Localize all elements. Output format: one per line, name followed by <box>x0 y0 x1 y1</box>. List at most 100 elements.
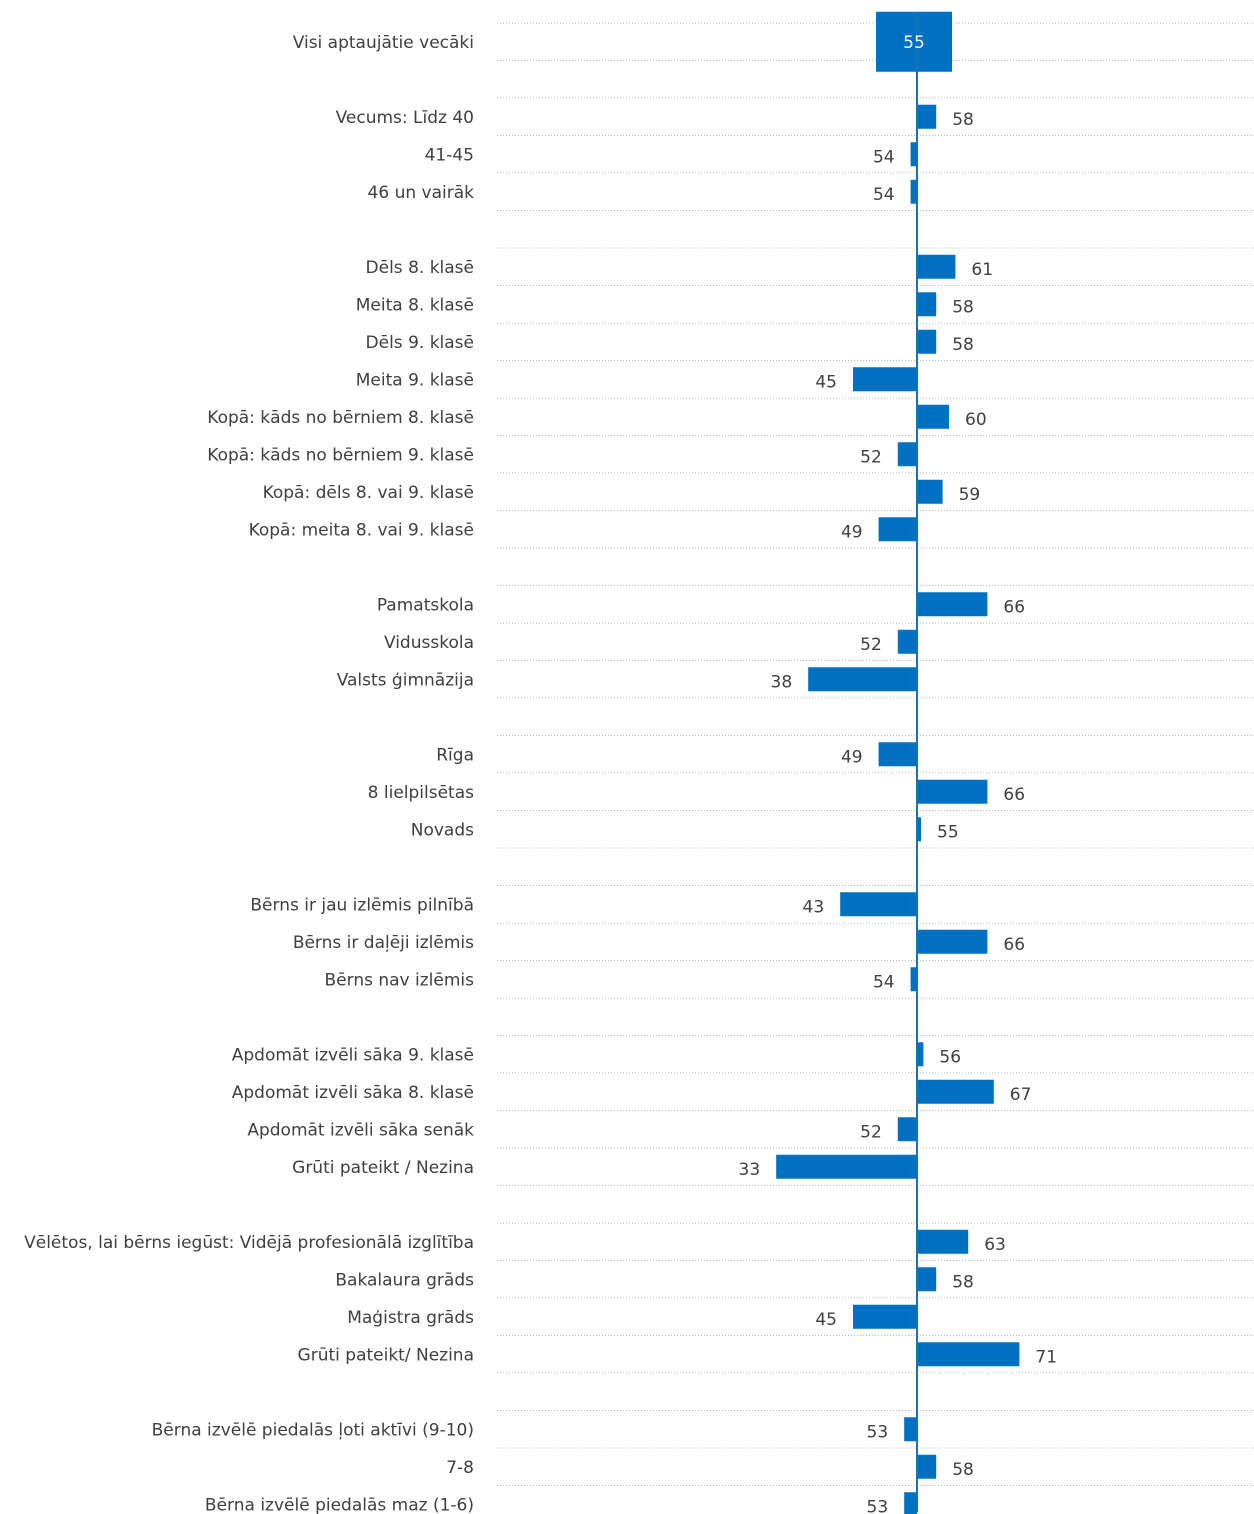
category-label-gruti-pateikt-nezina: Grūti pateikt / Nezina <box>292 1158 474 1178</box>
bar-berns-nav-izlemis <box>910 967 917 992</box>
category-label-vecums-lidz-40: Vecums: Līdz 40 <box>336 108 474 128</box>
bar-apdomat-izveli-saka-8-klase <box>917 1079 994 1104</box>
category-label-apdomat-izveli-saka-senak: Apdomāt izvēli sāka senāk <box>247 1120 474 1140</box>
category-label-magistra-grads: Maģistra grāds <box>347 1308 474 1328</box>
value-labels: 55 58 54 54 61 58 58 45 60 52 59 49 66 52 38 49 66 55 43 66… <box>739 33 1057 1514</box>
category-label-41-45: 41-45 <box>425 145 474 165</box>
category-label-meita-9-klase: Meita 9. klasē <box>356 370 474 390</box>
category-label-bakalaura-grads: Bakalaura grāds <box>335 1270 474 1290</box>
bar-valsts-gimnazija <box>808 667 917 692</box>
bar-visi-aptaujatie-vecaki <box>876 11 952 72</box>
category-label-visi-aptaujatie-vecaki: Visi aptaujātie vecāki <box>293 33 474 53</box>
bar-meita-9-klase <box>853 367 917 392</box>
value-label-41-45: 54 <box>873 147 895 167</box>
category-label-berns-ir-jau-izlemis-pilniba: Bērns ir jau izlēmis pilnībā <box>250 895 474 915</box>
category-label-dels-9-klase: Dēls 9. klasē <box>366 333 474 353</box>
value-label-apdomat-izveli-saka-8-klase: 67 <box>1010 1085 1032 1105</box>
value-label-gruti-pateikt-nezina: 33 <box>739 1160 761 1180</box>
category-label-8-lielpilsetas: 8 lielpilsētas <box>368 783 474 803</box>
category-labels: Visi aptaujātie vecāki Vecums: Līdz 40 41-… <box>24 33 474 1514</box>
category-label-kopa-meita-8-vai-9-klase: Kopā: meita 8. vai 9. klasē <box>249 520 474 540</box>
category-label-valsts-gimnazija: Valsts ģimnāzija <box>337 670 474 690</box>
value-label-gruti-pateikt-nezina: 71 <box>1035 1347 1057 1367</box>
bars <box>776 11 1020 1514</box>
category-label-berna-izvele-piedalas-loti-aktivi-9-10: Bērna izvēlē piedalās ļoti aktīvi (9-10) <box>152 1420 474 1440</box>
value-label-pamatskola: 66 <box>1003 597 1025 617</box>
bar-46-un-vairak <box>910 179 917 204</box>
bar-meita-8-klase <box>917 292 937 317</box>
category-label-kopa-dels-8-vai-9-klase: Kopā: dēls 8. vai 9. klasē <box>263 483 474 503</box>
value-label-berns-ir-daleji-izlemis: 66 <box>1003 935 1025 955</box>
grid-lines <box>497 22 1254 1486</box>
category-label-kopa-kads-no-berniem-9-klase: Kopā: kāds no bērniem 9. klasē <box>207 445 474 465</box>
value-label-riga: 49 <box>841 747 863 767</box>
value-label-berns-nav-izlemis: 54 <box>873 972 895 992</box>
value-label-kopa-meita-8-vai-9-klase: 49 <box>841 522 863 542</box>
category-label-dels-8-klase: Dēls 8. klasē <box>366 258 474 278</box>
bar-riga <box>878 742 917 767</box>
value-label-apdomat-izveli-saka-senak: 52 <box>860 1122 882 1142</box>
bar-gruti-pateikt-nezina <box>776 1154 917 1179</box>
bar-gruti-pateikt-nezina <box>917 1342 1020 1367</box>
category-label-meita-8-klase: Meita 8. klasē <box>356 295 474 315</box>
bar-kopa-meita-8-vai-9-klase <box>878 517 917 542</box>
value-label-kopa-kads-no-berniem-8-klase: 60 <box>965 410 987 430</box>
value-label-valsts-gimnazija: 38 <box>771 672 793 692</box>
value-label-46-un-vairak: 54 <box>873 185 895 205</box>
value-label-berna-izvele-piedalas-loti-aktivi-9-10: 53 <box>867 1422 889 1442</box>
bar-kopa-kads-no-berniem-9-klase <box>897 442 917 467</box>
category-label-kopa-kads-no-berniem-8-klase: Kopā: kāds no bērniem 8. klasē <box>207 408 474 428</box>
bar-novads <box>917 817 921 842</box>
bar-apdomat-izveli-saka-9-klase <box>917 1042 924 1067</box>
bar-7-8 <box>917 1454 937 1479</box>
value-label-meita-9-klase: 45 <box>815 372 837 392</box>
bar-magistra-grads <box>853 1304 917 1329</box>
category-label-riga: Rīga <box>436 745 474 765</box>
category-label-apdomat-izveli-saka-8-klase: Apdomāt izvēli sāka 8. klasē <box>232 1083 474 1103</box>
bar-berna-izvele-piedalas-maz-1-6 <box>904 1492 917 1514</box>
value-label-dels-8-klase: 61 <box>971 260 993 280</box>
bar-dels-8-klase <box>917 254 956 279</box>
value-label-kopa-dels-8-vai-9-klase: 59 <box>959 485 981 505</box>
bar-8-lielpilsetas <box>917 779 988 804</box>
value-label-dels-9-klase: 58 <box>952 335 974 355</box>
bar-apdomat-izveli-saka-senak <box>897 1117 917 1142</box>
value-label-berna-izvele-piedalas-maz-1-6: 53 <box>867 1497 889 1514</box>
value-label-veletos-lai-berns-iegust-videja-profesionala-izglitiba: 63 <box>984 1235 1006 1255</box>
value-label-berns-ir-jau-izlemis-pilniba: 43 <box>803 897 825 917</box>
category-label-berna-izvele-piedalas-maz-1-6: Bērna izvēlē piedalās maz (1-6) <box>205 1495 474 1514</box>
value-label-bakalaura-grads: 58 <box>952 1272 974 1292</box>
bar-bakalaura-grads <box>917 1267 937 1292</box>
category-label-berns-ir-daleji-izlemis: Bērns ir daļēji izlēmis <box>293 933 474 953</box>
bar-pamatskola <box>917 592 988 617</box>
value-label-magistra-grads: 45 <box>815 1310 837 1330</box>
value-label-novads: 55 <box>937 822 959 842</box>
bar-kopa-kads-no-berniem-8-klase <box>917 404 949 429</box>
bar-berna-izvele-piedalas-loti-aktivi-9-10 <box>904 1417 917 1442</box>
bar-vidusskola <box>897 629 917 654</box>
bar-vecums-lidz-40 <box>917 104 937 129</box>
value-label-7-8: 58 <box>952 1460 974 1480</box>
value-label-visi-aptaujatie-vecaki: 55 <box>903 33 925 53</box>
category-label-veletos-lai-berns-iegust-videja-profesionala-izglitiba: Vēlētos, lai bērns iegūst: Vidējā profes… <box>24 1233 474 1253</box>
bar-berns-ir-jau-izlemis-pilniba <box>840 892 917 917</box>
value-label-meita-8-klase: 58 <box>952 297 974 317</box>
category-label-novads: Novads <box>411 820 474 840</box>
value-label-vecums-lidz-40: 58 <box>952 110 974 130</box>
bar-kopa-dels-8-vai-9-klase <box>917 479 943 504</box>
category-label-gruti-pateikt-nezina: Grūti pateikt/ Nezina <box>298 1345 474 1365</box>
bar-41-45 <box>910 142 917 167</box>
value-label-kopa-kads-no-berniem-9-klase: 52 <box>860 447 882 467</box>
category-label-berns-nav-izlemis: Bērns nav izlēmis <box>325 970 475 990</box>
bar-berns-ir-daleji-izlemis <box>917 929 988 954</box>
category-label-vidusskola: Vidusskola <box>384 633 474 653</box>
value-label-apdomat-izveli-saka-9-klase: 56 <box>939 1047 961 1067</box>
bar-veletos-lai-berns-iegust-videja-profesionala-izglitiba <box>917 1229 969 1254</box>
category-label-46-un-vairak: 46 un vairāk <box>368 183 475 203</box>
value-label-8-lielpilsetas: 66 <box>1003 785 1025 805</box>
category-label-7-8: 7-8 <box>446 1458 474 1478</box>
category-label-apdomat-izveli-saka-9-klase: Apdomāt izvēli sāka 9. klasē <box>232 1045 474 1065</box>
bar-dels-9-klase <box>917 329 937 354</box>
category-label-pamatskola: Pamatskola <box>377 595 474 615</box>
